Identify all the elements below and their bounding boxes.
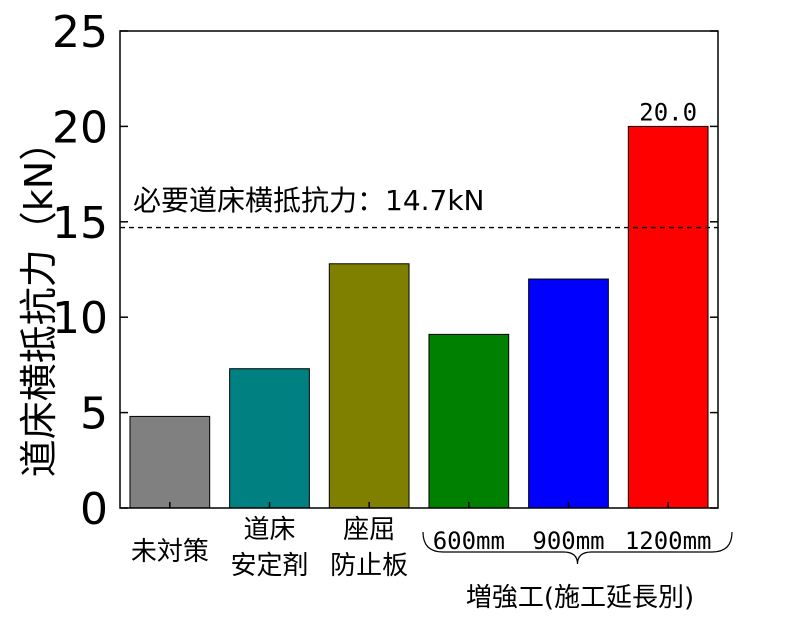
y-tick-label: 0 [80, 484, 108, 535]
y-tick-label: 25 [52, 7, 108, 58]
bars: 20.0 [129, 98, 709, 509]
category-label: 道床 [243, 515, 295, 545]
bar [328, 263, 410, 509]
group-brace [422, 531, 733, 565]
reference-line-label: 必要道床横抵抗力：14.7kN [133, 184, 485, 217]
y-ticks: 0 5 10 15 20 25 [52, 7, 718, 535]
bar [129, 415, 211, 509]
group-label: 増強工(施工延長別) [466, 583, 694, 613]
reference-line-group: 必要道床横抵抗力：14.7kN [120, 184, 718, 229]
bar [627, 125, 709, 509]
bar [528, 278, 609, 509]
plot-frame [119, 30, 719, 509]
category-label: 座屈 [343, 515, 395, 545]
category-label: 600mm [433, 527, 505, 555]
bar [428, 333, 510, 509]
data-label: 20.0 [639, 98, 697, 126]
category-label: 未対策 [131, 537, 209, 567]
group-annotation: 増強工(施工延長別) [422, 531, 733, 613]
y-axis-label-group: 道床横抵抗力（kN） [17, 123, 61, 477]
category-label: 安定剤 [230, 551, 308, 581]
y-tick-label: 20 [52, 102, 108, 153]
y-tick-label: 10 [52, 293, 108, 344]
category-label: 防止板 [330, 551, 408, 581]
y-tick-label: 5 [80, 389, 108, 440]
y-axis-label: 道床横抵抗力（kN） [17, 123, 61, 477]
category-label: 900mm [532, 527, 604, 555]
category-label: 1200mm [625, 527, 712, 555]
bar [229, 368, 310, 509]
y-tick-label: 15 [52, 198, 108, 249]
